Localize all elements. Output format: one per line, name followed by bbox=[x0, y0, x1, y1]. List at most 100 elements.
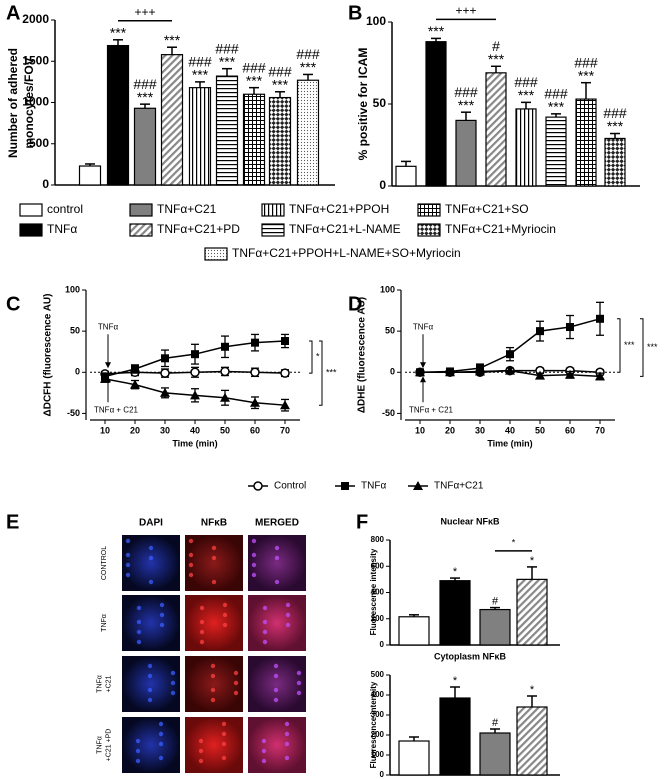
micrograph bbox=[185, 717, 243, 773]
x-tick-label: 20 bbox=[130, 425, 140, 435]
bar bbox=[575, 98, 597, 187]
legend-marker bbox=[253, 481, 263, 491]
y-axis-label: % positive for ICAM bbox=[356, 48, 370, 161]
legend-label: TNFα bbox=[361, 481, 386, 492]
bar bbox=[242, 93, 266, 186]
legend-label: control bbox=[47, 202, 83, 216]
y-tick-label: 0 bbox=[75, 367, 80, 377]
cell bbox=[211, 545, 217, 551]
cell bbox=[188, 572, 194, 578]
x-tick-label: 70 bbox=[280, 425, 290, 435]
y-axis-label: ΔDHE (fluorescence AU) bbox=[357, 297, 368, 413]
column-header: NFκB bbox=[201, 518, 227, 529]
legend-swatch bbox=[19, 223, 43, 237]
y-tick-label: 800 bbox=[371, 535, 385, 544]
significance-label: # bbox=[492, 717, 499, 729]
significance-label: ### bbox=[544, 86, 568, 102]
cell bbox=[273, 673, 279, 679]
bar bbox=[439, 580, 471, 646]
cell bbox=[274, 545, 280, 551]
y-tick-label: 100 bbox=[366, 14, 386, 28]
cell bbox=[221, 755, 227, 761]
y-tick-label: 400 bbox=[371, 588, 385, 597]
bar bbox=[425, 41, 447, 187]
significance-bracket bbox=[617, 318, 621, 373]
x-tick-label: 30 bbox=[160, 425, 170, 435]
cell bbox=[262, 629, 268, 635]
panel-label: C bbox=[6, 293, 20, 315]
legend-swatch bbox=[417, 203, 441, 217]
marker bbox=[160, 368, 170, 378]
marker bbox=[475, 366, 485, 376]
legend-label: TNFα+C21+PPOH bbox=[289, 202, 389, 216]
legend-swatch bbox=[417, 223, 441, 237]
significance-label: * bbox=[453, 566, 458, 578]
chart-title: Nuclear NFκB bbox=[440, 516, 500, 526]
bar bbox=[106, 44, 130, 186]
y-tick-label: 2000 bbox=[22, 12, 49, 26]
legend-label: Control bbox=[274, 481, 306, 492]
cell bbox=[136, 639, 142, 645]
bar bbox=[133, 107, 157, 186]
bar bbox=[78, 165, 102, 186]
cell bbox=[147, 673, 153, 679]
row-label: CONTROL bbox=[101, 546, 108, 580]
cell bbox=[222, 612, 228, 618]
y-axis-label: monocytes/FOV bbox=[22, 57, 36, 148]
y-tick-label: 100 bbox=[65, 284, 80, 294]
legend-swatch bbox=[261, 223, 285, 237]
marker bbox=[415, 367, 425, 377]
cell bbox=[147, 697, 153, 703]
cell bbox=[222, 602, 228, 608]
bar bbox=[395, 165, 417, 187]
y-tick-label: 50 bbox=[373, 96, 387, 110]
cell bbox=[170, 670, 176, 676]
legend-swatch bbox=[129, 223, 153, 237]
significance-label: *** bbox=[647, 342, 658, 352]
cell bbox=[158, 755, 164, 761]
chart-title: Cytoplasm NFκB bbox=[434, 651, 507, 661]
cell bbox=[199, 629, 205, 635]
cell bbox=[284, 721, 290, 727]
bar bbox=[215, 75, 239, 186]
cell bbox=[199, 605, 205, 611]
cell bbox=[136, 619, 142, 625]
cell bbox=[222, 622, 228, 628]
cell bbox=[284, 741, 290, 747]
cell bbox=[284, 731, 290, 737]
cell bbox=[274, 555, 280, 561]
bar bbox=[398, 740, 430, 776]
cell bbox=[198, 738, 204, 744]
cell bbox=[296, 670, 302, 676]
significance-label: *** bbox=[578, 67, 595, 83]
significance-label: ### bbox=[215, 40, 239, 56]
significance-label: ### bbox=[188, 54, 212, 70]
cell bbox=[273, 687, 279, 693]
y-tick-label: -50 bbox=[67, 408, 80, 418]
cell bbox=[148, 555, 154, 561]
significance-label: *** bbox=[164, 32, 181, 48]
y-tick-label: 500 bbox=[371, 670, 385, 679]
cell bbox=[211, 579, 217, 585]
cell bbox=[285, 622, 291, 628]
arrow-head bbox=[105, 362, 111, 369]
cell bbox=[159, 622, 165, 628]
micrograph bbox=[122, 595, 180, 651]
cell bbox=[159, 612, 165, 618]
bar bbox=[188, 87, 212, 186]
cell bbox=[125, 538, 131, 544]
bar bbox=[604, 137, 626, 187]
x-tick-label: 40 bbox=[505, 425, 515, 435]
cell bbox=[147, 663, 153, 669]
cell bbox=[262, 605, 268, 611]
x-tick-label: 50 bbox=[220, 425, 230, 435]
panel-label: D bbox=[348, 293, 362, 315]
significance-label: ### bbox=[454, 84, 478, 100]
y-axis-label: Fluorescence intensity bbox=[369, 548, 378, 635]
cell bbox=[199, 619, 205, 625]
y-tick-label: 0 bbox=[390, 367, 395, 377]
x-tick-label: 50 bbox=[535, 425, 545, 435]
marker bbox=[250, 367, 260, 378]
marker bbox=[251, 338, 259, 347]
significance-bracket bbox=[640, 318, 644, 377]
